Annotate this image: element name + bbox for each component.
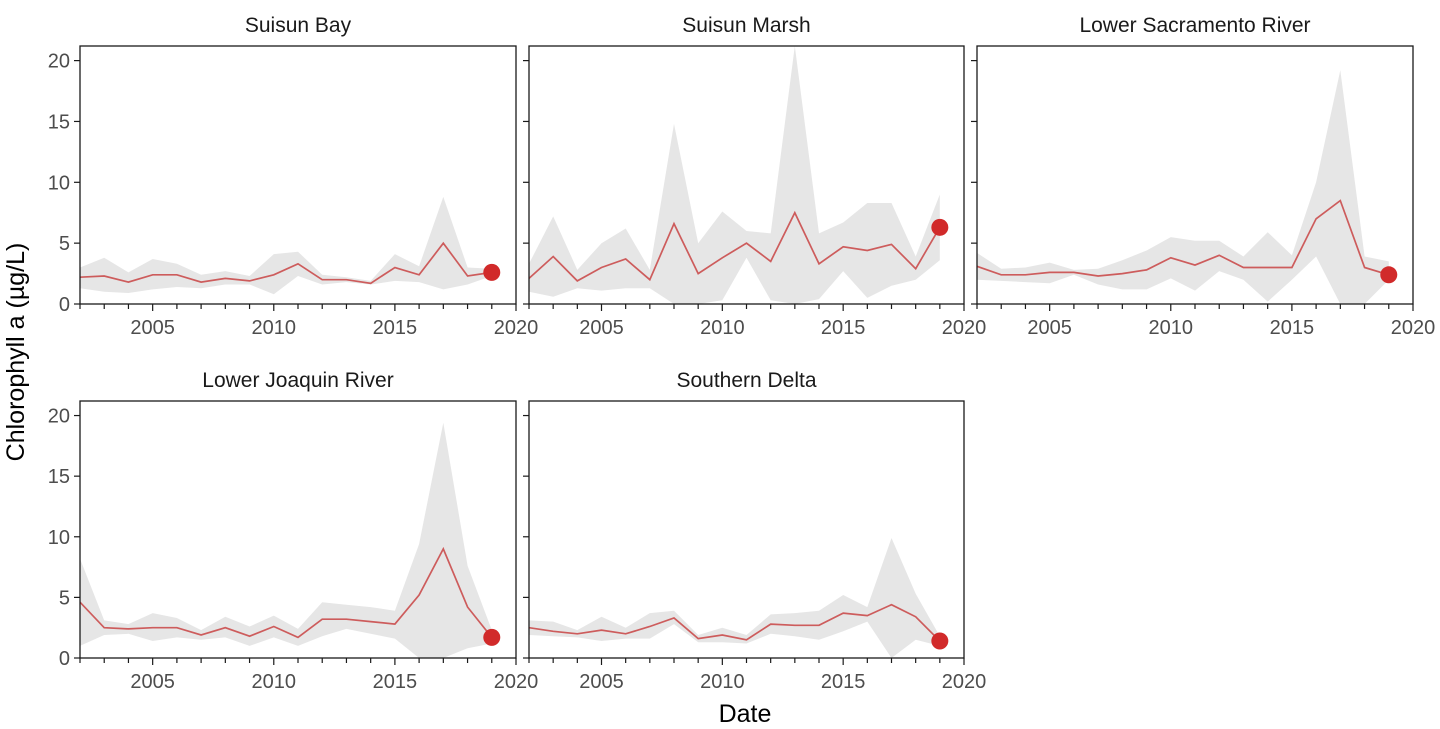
x-tick-label: 2010 [700, 317, 745, 339]
latest-value-point [483, 263, 501, 281]
range-ribbon [529, 538, 940, 658]
x-tick-label: 2005 [130, 317, 175, 339]
latest-value-point [1380, 266, 1398, 284]
y-tick-label: 5 [59, 233, 70, 255]
mean-line [80, 241, 492, 285]
y-tick-label: 10 [48, 527, 70, 549]
x-tick-label: 2005 [579, 317, 624, 339]
x-tick-label: 2020 [942, 671, 987, 693]
plot-area [80, 422, 493, 658]
y-tick-label: 5 [59, 587, 70, 609]
range-ribbon [529, 46, 940, 304]
panel-title: Lower Joaquin River [202, 369, 393, 392]
x-tick-label: 2010 [700, 671, 745, 693]
plot-area [80, 196, 492, 295]
latest-value-point [931, 632, 949, 650]
x-tick-label: 2020 [1391, 317, 1436, 339]
y-tick-label: 15 [48, 111, 70, 133]
y-tick-label: 10 [48, 172, 70, 194]
x-tick-label: 2015 [821, 317, 866, 339]
x-tick-label: 2020 [494, 671, 539, 693]
mean-line [529, 210, 941, 282]
range-ribbon [80, 422, 492, 658]
panel-1: Suisun Bay 0 5 10 15 20 2005 2010 2015 2020 [48, 14, 539, 339]
y-tick-label: 0 [59, 648, 70, 670]
x-tick-label: 2015 [373, 671, 418, 693]
x-axis-title: Date [719, 700, 772, 728]
y-tick-label: 20 [48, 406, 70, 428]
x-tick-label: 2005 [130, 671, 175, 693]
panel-2: Suisun Marsh 2005 2010 2015 2020 [523, 14, 986, 339]
y-tick-label: 15 [48, 466, 70, 488]
range-ribbon [80, 196, 492, 295]
x-tick-label: 2010 [252, 671, 297, 693]
panel-title: Lower Sacramento River [1079, 14, 1310, 37]
x-tick-label: 2015 [373, 317, 418, 339]
x-tick-label: 2015 [821, 671, 866, 693]
x-tick-label: 2010 [1149, 317, 1194, 339]
y-tick-label: 20 [48, 51, 70, 73]
panel-3: Lower Sacramento River 2005 2010 2015 2020 [971, 14, 1435, 339]
panel-4: Lower Joaquin River 0 5 10 15 20 2005 2010 2015 2… [48, 369, 539, 693]
mean-line [529, 603, 941, 642]
range-ribbon [977, 70, 1389, 304]
y-tick-label: 0 [59, 294, 70, 316]
x-tick-label: 2020 [942, 317, 987, 339]
plot-area [977, 70, 1390, 304]
x-tick-label: 2010 [252, 317, 297, 339]
latest-value-point [931, 218, 949, 236]
panel-title: Suisun Marsh [682, 14, 810, 37]
y-axis-title: Chlorophyll a (µg/L) [2, 243, 30, 462]
panel-title: Southern Delta [676, 369, 816, 392]
x-tick-label: 2015 [1270, 317, 1315, 339]
plot-area [529, 538, 941, 658]
x-tick-label: 2005 [579, 671, 624, 693]
x-tick-label: 2020 [494, 317, 539, 339]
panel-5: Southern Delta 2005 2010 2015 2020 [523, 369, 986, 693]
x-tick-label: 2005 [1027, 317, 1072, 339]
mean-line [80, 546, 493, 639]
latest-value-point [483, 628, 501, 646]
panel-title: Suisun Bay [245, 14, 352, 37]
plot-area [529, 46, 941, 304]
mean-line [977, 199, 1390, 277]
